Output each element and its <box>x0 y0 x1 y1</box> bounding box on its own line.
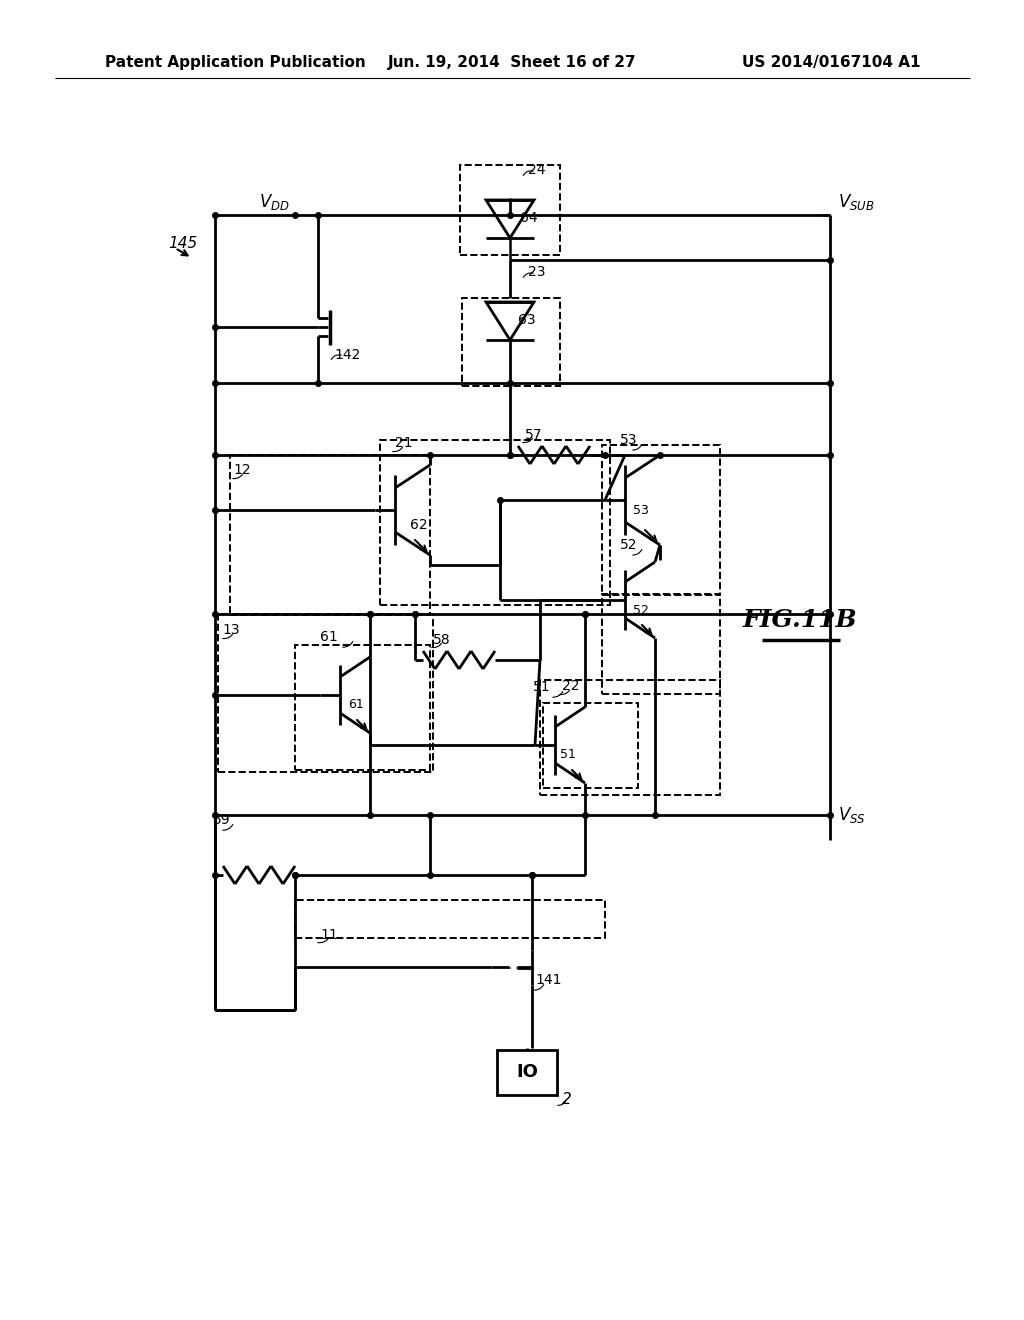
Text: 58: 58 <box>433 634 451 647</box>
Bar <box>497 1049 557 1096</box>
Bar <box>218 614 433 772</box>
Bar <box>295 645 430 770</box>
Text: $V_{SS}$: $V_{SS}$ <box>838 805 865 825</box>
Bar <box>543 704 638 788</box>
Text: $V_{DD}$: $V_{DD}$ <box>259 191 290 213</box>
Text: IO: IO <box>516 1063 538 1081</box>
Text: 64: 64 <box>520 211 538 224</box>
Text: 59: 59 <box>213 813 230 828</box>
Text: 61: 61 <box>319 630 338 644</box>
Text: 51: 51 <box>534 680 551 694</box>
Text: 61: 61 <box>348 698 364 711</box>
Bar <box>462 298 560 385</box>
Text: 142: 142 <box>334 348 360 362</box>
Text: 23: 23 <box>528 265 546 279</box>
Text: 51: 51 <box>560 748 575 762</box>
Text: FIG.11B: FIG.11B <box>742 609 857 632</box>
Text: 13: 13 <box>222 623 240 638</box>
Text: 52: 52 <box>620 539 638 552</box>
Bar <box>602 445 720 595</box>
Bar <box>295 900 605 939</box>
Text: 11: 11 <box>319 928 338 942</box>
Text: 2: 2 <box>562 1093 571 1107</box>
Text: 22: 22 <box>562 678 580 693</box>
Text: 57: 57 <box>525 428 543 442</box>
Text: Patent Application Publication: Patent Application Publication <box>105 55 366 70</box>
Text: $V_{SUB}$: $V_{SUB}$ <box>838 191 874 213</box>
Text: 62: 62 <box>410 517 428 532</box>
Bar <box>460 165 560 255</box>
Text: US 2014/0167104 A1: US 2014/0167104 A1 <box>741 55 920 70</box>
Text: 12: 12 <box>233 463 251 477</box>
Text: 24: 24 <box>528 162 546 177</box>
Text: 53: 53 <box>633 503 649 516</box>
Text: 21: 21 <box>395 436 413 450</box>
Text: 52: 52 <box>633 603 649 616</box>
Text: Jun. 19, 2014  Sheet 16 of 27: Jun. 19, 2014 Sheet 16 of 27 <box>388 55 636 70</box>
Text: 141: 141 <box>535 973 561 987</box>
Bar <box>602 594 720 694</box>
Bar <box>230 455 430 615</box>
Bar <box>380 440 610 605</box>
Text: 145: 145 <box>168 235 198 251</box>
Text: 53: 53 <box>620 433 638 447</box>
Text: 63: 63 <box>518 313 536 327</box>
Bar <box>540 680 720 795</box>
